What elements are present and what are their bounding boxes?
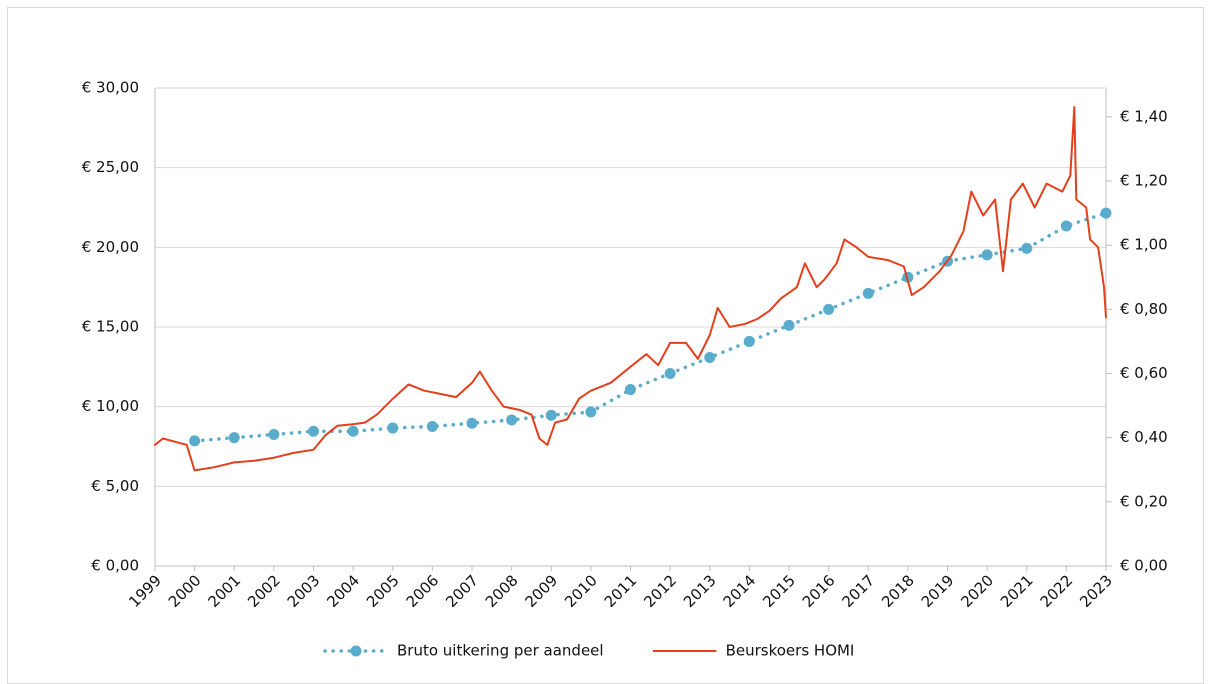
y2-tick-label: € 1,40: [1120, 107, 1168, 125]
x-tick-label: 2021: [997, 571, 1037, 611]
y2-tick-label: € 0,80: [1120, 300, 1168, 318]
data-point: [664, 368, 676, 380]
data-point: [228, 432, 240, 444]
x-tick-label: 2016: [799, 571, 839, 611]
data-point: [545, 409, 557, 421]
x-tick-label: 2011: [601, 571, 641, 611]
x-tick-label: 2019: [918, 571, 958, 611]
y-tick-label: € 30,00: [82, 79, 139, 97]
data-point: [308, 425, 319, 437]
y-tick-label: € 5,00: [91, 477, 139, 495]
x-tick-label: 2009: [522, 571, 562, 611]
data-point: [625, 384, 636, 396]
x-tick-label: 2018: [878, 571, 918, 611]
x-tick-label: 2004: [323, 571, 363, 611]
data-point: [466, 417, 478, 429]
x-tick-label: 2015: [759, 571, 799, 611]
x-tick-label: 2020: [957, 571, 997, 611]
data-point: [189, 435, 201, 447]
data-point: [426, 420, 438, 432]
data-point: [743, 335, 755, 347]
x-tick-label: 2001: [205, 571, 245, 611]
legend-marker: [350, 645, 362, 657]
x-tick-label: 2008: [482, 571, 522, 611]
x-tick-label: 2010: [561, 571, 601, 611]
y2-tick-label: € 0,60: [1120, 364, 1168, 382]
x-tick-label: 2007: [442, 571, 482, 611]
x-tick-label: 2013: [680, 571, 720, 611]
x-tick-label: 2012: [640, 571, 680, 611]
legend-label: Beurskoers HOMI: [726, 642, 855, 660]
data-point: [981, 249, 993, 261]
x-tick-label: 2002: [244, 571, 284, 611]
x-tick-label: 1999: [125, 571, 165, 611]
x-tick-label: 2014: [720, 571, 760, 611]
legend-label: Bruto uitkering per aandeel: [397, 642, 604, 660]
y2-tick-label: € 0,20: [1120, 492, 1168, 510]
x-tick-label: 2003: [284, 571, 324, 611]
y-tick-label: € 25,00: [82, 158, 139, 176]
data-point: [347, 425, 359, 437]
data-point: [1021, 242, 1033, 254]
x-tick-label: 2023: [1076, 571, 1116, 611]
x-tick-label: 2017: [839, 571, 879, 611]
data-point: [862, 287, 874, 299]
series-line: [154, 106, 1107, 472]
x-tick-label: 2006: [403, 571, 443, 611]
series-line: [192, 211, 1108, 443]
y-tick-label: € 20,00: [82, 238, 139, 256]
x-tick-label: 2022: [1037, 571, 1077, 611]
y2-tick-label: € 0,40: [1120, 428, 1168, 446]
y2-tick-label: € 1,00: [1120, 236, 1168, 254]
data-point: [506, 414, 518, 426]
data-point: [704, 351, 716, 363]
x-tick-label: 2000: [165, 571, 205, 611]
y-tick-label: € 0,00: [91, 557, 139, 575]
y2-tick-label: € 1,20: [1120, 172, 1168, 190]
data-point: [823, 303, 835, 315]
data-point: [783, 319, 795, 331]
y-tick-label: € 15,00: [82, 318, 139, 336]
data-point: [387, 422, 399, 434]
y2-tick-label: € 0,00: [1120, 557, 1168, 575]
data-point: [1100, 207, 1112, 219]
data-point: [1060, 220, 1072, 232]
data-point: [585, 406, 597, 418]
x-tick-label: 2005: [363, 571, 403, 611]
data-point: [268, 428, 280, 440]
y-tick-label: € 10,00: [82, 397, 139, 415]
